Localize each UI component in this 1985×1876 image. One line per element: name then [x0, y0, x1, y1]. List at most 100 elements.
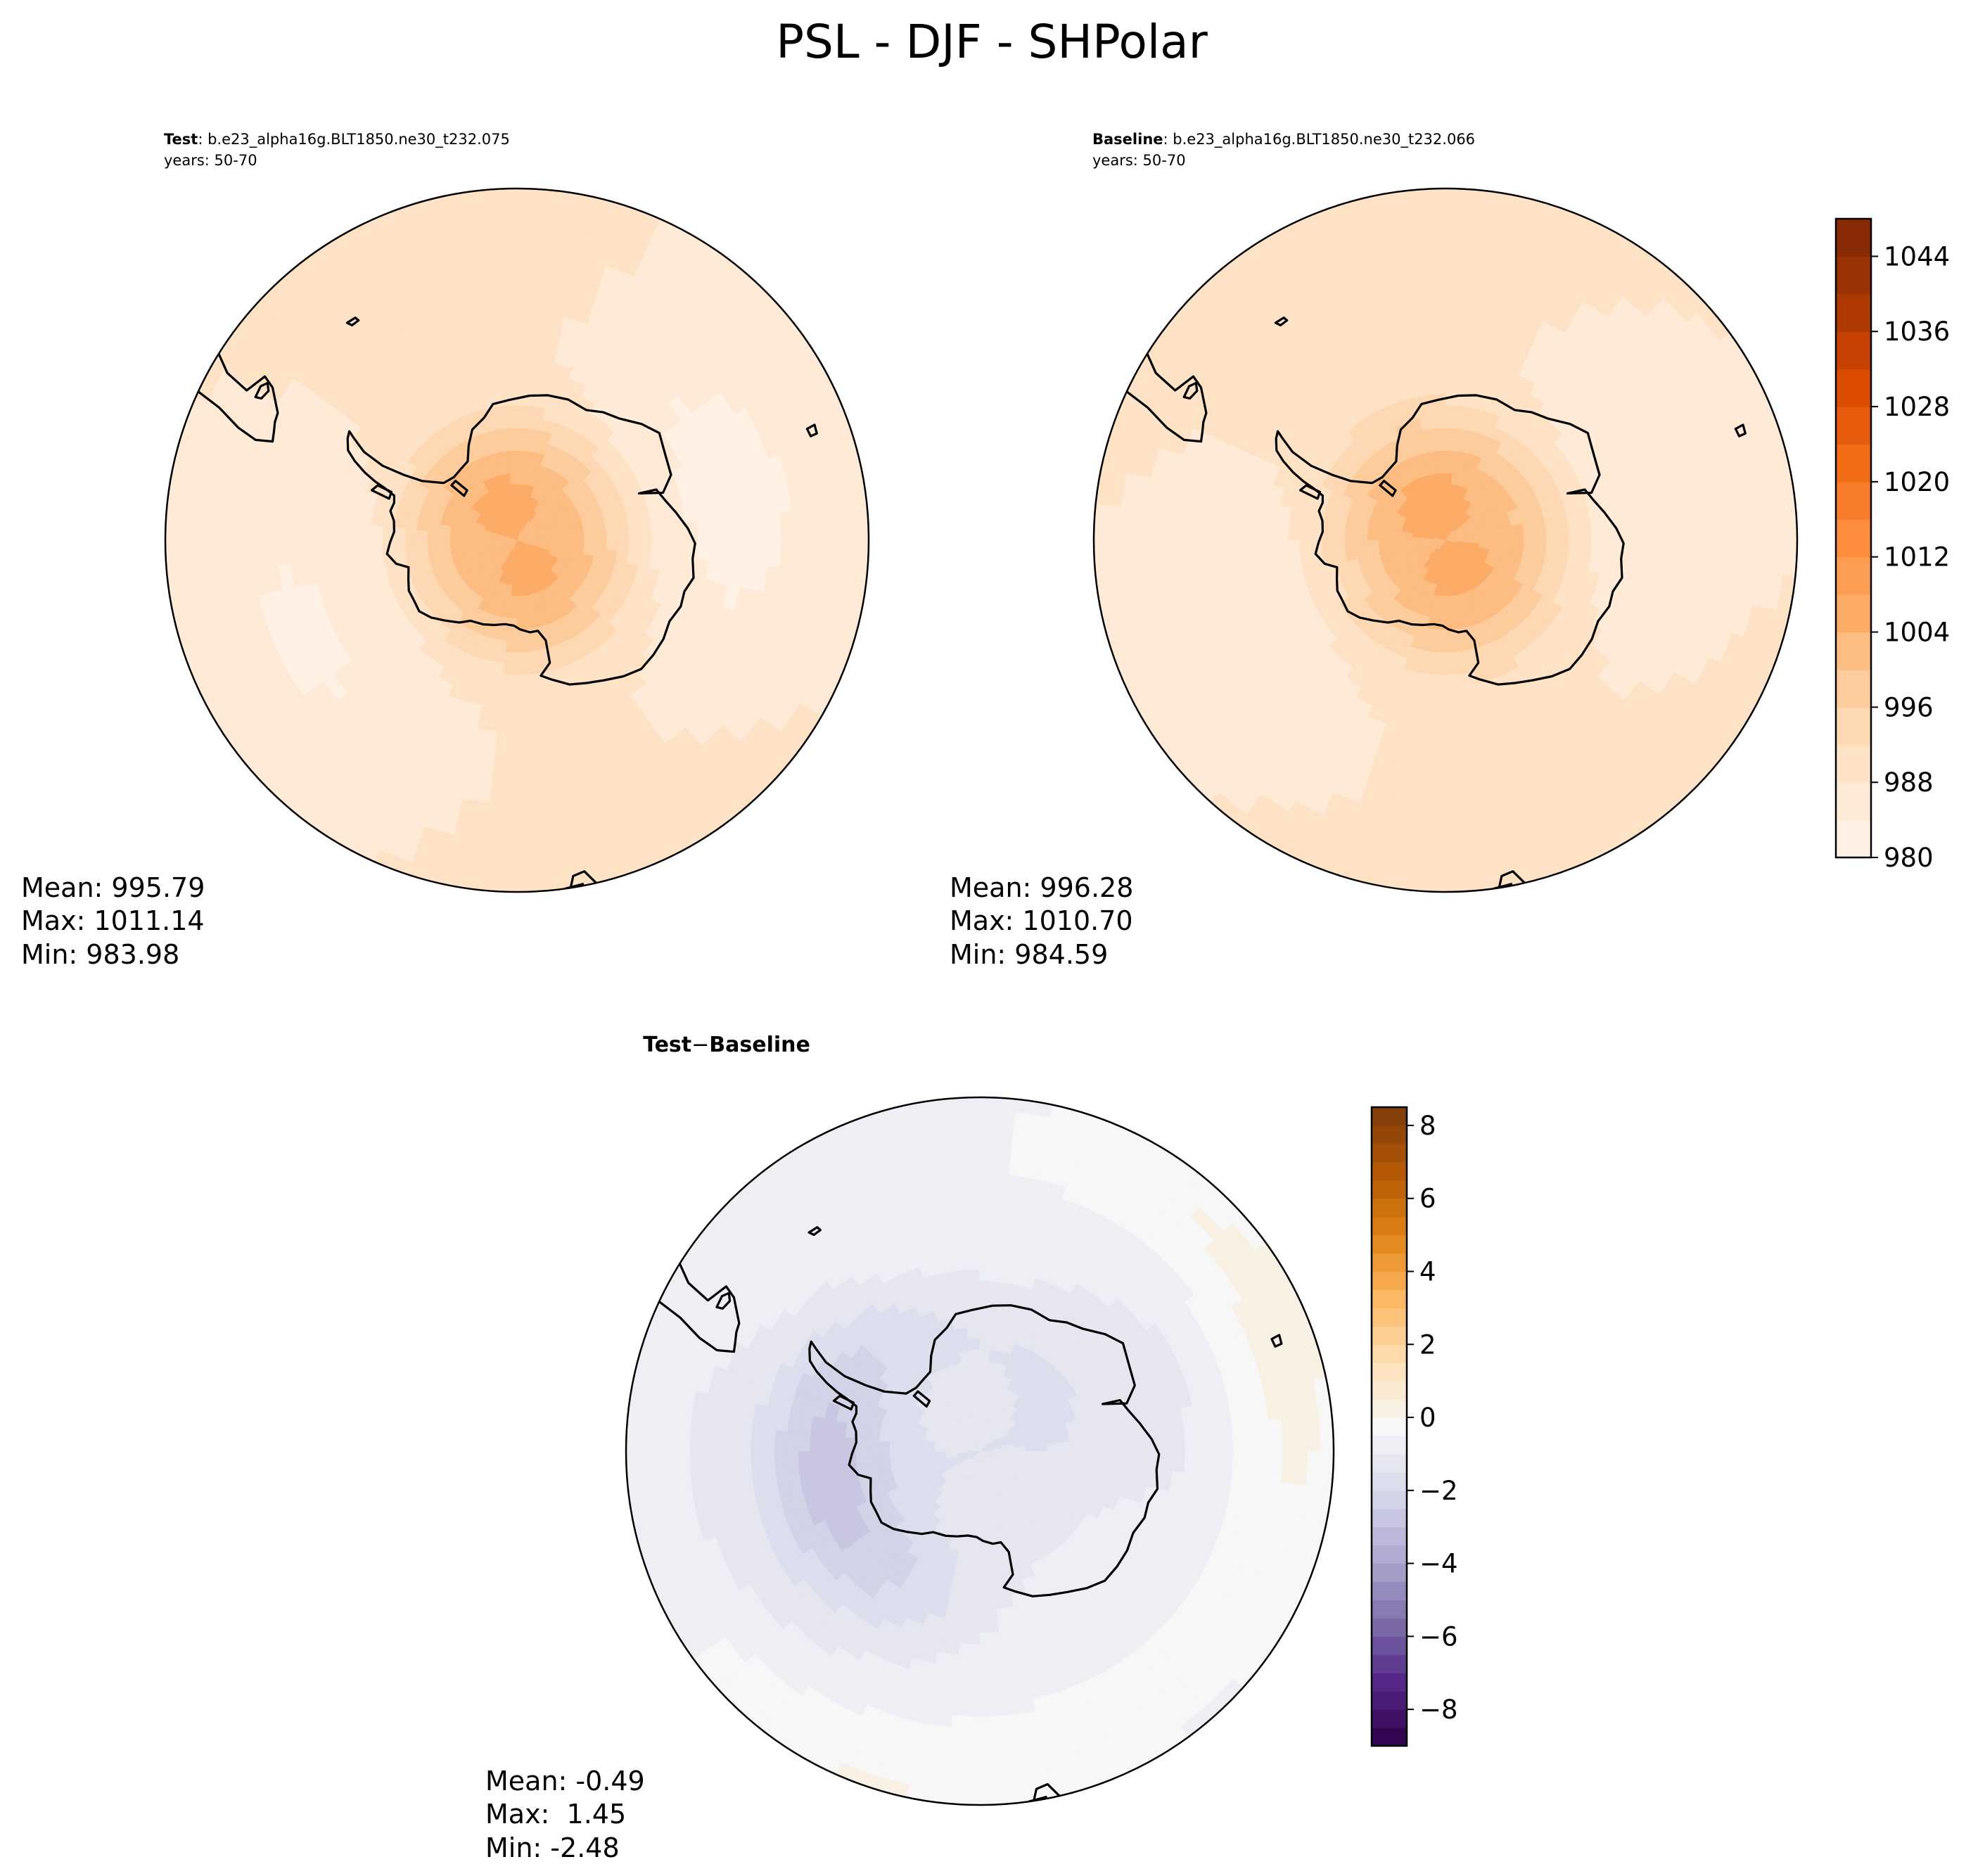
field-cell	[491, 766, 518, 780]
field-cell	[1424, 731, 1446, 745]
field-cell	[516, 584, 523, 596]
field-cell	[1445, 371, 1464, 384]
field-cell	[1426, 708, 1446, 722]
field-cell	[1333, 540, 1346, 553]
field-cell	[1091, 1438, 1104, 1452]
field-cell	[1415, 814, 1446, 829]
field-cell	[1445, 696, 1464, 710]
field-cell	[1445, 405, 1460, 419]
field-cell	[867, 1450, 880, 1464]
field-cell	[1080, 1438, 1093, 1452]
field-cell	[1171, 1450, 1185, 1473]
field-cell	[719, 540, 733, 563]
colorbar-tick-label: 1044	[1884, 241, 1950, 272]
field-cell	[1389, 540, 1402, 547]
colorbar-tick-label: 1012	[1884, 542, 1950, 573]
field-cell	[481, 200, 518, 217]
field-cell	[751, 1450, 765, 1476]
field-cell	[1137, 1450, 1150, 1469]
field-cell	[504, 428, 518, 441]
field-cell	[416, 549, 430, 562]
field-cell	[979, 1642, 1002, 1657]
panel-baseline-coastline	[1125, 317, 1747, 892]
field-cell	[506, 439, 518, 452]
field-cell	[216, 508, 231, 541]
field-cell	[1287, 523, 1301, 541]
antarctica-coastline	[1275, 394, 1625, 686]
field-cell	[1445, 864, 1481, 880]
field-cell	[499, 696, 518, 710]
field-cell	[404, 540, 418, 553]
field-cell	[1445, 595, 1453, 608]
field-cell	[960, 1619, 981, 1633]
field-cell	[616, 528, 630, 541]
field-cell	[1322, 540, 1335, 554]
colorbar-swatch	[1836, 594, 1871, 633]
field-cell	[488, 660, 505, 675]
field-cell	[1457, 649, 1472, 663]
field-cell	[1137, 1433, 1150, 1452]
field-cell	[495, 440, 509, 454]
field-cell	[516, 359, 537, 373]
field-cell	[216, 540, 231, 573]
alexander-island-coastline	[371, 484, 393, 500]
field-cell	[627, 540, 641, 554]
panel-test-years: years: 50-70	[164, 152, 257, 169]
field-cell	[1434, 439, 1446, 452]
field-cell	[696, 520, 710, 541]
field-cell	[502, 662, 518, 675]
field-cell	[491, 417, 506, 432]
field-cell	[1445, 359, 1465, 373]
field-cell	[979, 1726, 1011, 1742]
field-cell	[946, 1751, 981, 1767]
field-cell	[979, 1210, 1006, 1224]
field-cell	[1522, 540, 1536, 550]
field-cell	[1243, 1422, 1258, 1452]
field-cell	[1647, 517, 1661, 541]
field-cell	[957, 1654, 981, 1668]
field-cell	[677, 1419, 692, 1452]
field-cell	[1445, 662, 1460, 675]
field-cell	[1068, 1450, 1082, 1462]
field-cell	[484, 226, 518, 242]
field-cell	[1624, 540, 1638, 561]
field-cell	[509, 473, 518, 485]
field-cell	[495, 336, 518, 350]
field-cell	[739, 1450, 753, 1477]
panel-test-stat-max: Max: 1011.14	[21, 905, 205, 936]
field-cell	[1181, 540, 1196, 568]
field-cell	[949, 1161, 981, 1176]
panel-test-stat-mean: Mean: 995.79	[21, 872, 205, 903]
colorbar-swatch	[1836, 744, 1871, 783]
field-cell	[1156, 540, 1172, 571]
field-cell	[1445, 838, 1479, 854]
field-cell	[516, 838, 550, 854]
field-cell	[1113, 1450, 1128, 1467]
field-cell	[637, 552, 651, 569]
field-cell	[511, 484, 518, 497]
field-cell	[955, 1666, 981, 1680]
field-cell	[1293, 1416, 1308, 1452]
field-cell	[191, 506, 206, 541]
field-cell	[779, 540, 793, 570]
field-cell	[1457, 406, 1474, 421]
field-cell	[516, 851, 551, 867]
colorbar-tick-label: 1028	[1884, 392, 1950, 422]
field-cell	[504, 651, 518, 664]
field-cell	[1489, 534, 1502, 541]
field-cell	[1264, 540, 1278, 560]
kerguelen-coastline	[805, 423, 818, 438]
field-cell	[979, 1666, 1004, 1680]
field-cell	[1445, 814, 1476, 829]
field-cell	[1445, 790, 1474, 805]
field-cell	[1194, 540, 1208, 567]
field-cell	[1578, 540, 1592, 556]
field-cell	[969, 1349, 981, 1363]
colorbar-tick-label: 980	[1884, 843, 1934, 873]
colorbar-swatch	[1836, 293, 1871, 332]
field-cell	[1411, 851, 1446, 867]
figure-title: PSL - DJF - SHPolar	[776, 15, 1208, 69]
field-cell	[1445, 251, 1476, 267]
field-cell	[879, 1460, 893, 1473]
field-cell	[1565, 511, 1580, 528]
